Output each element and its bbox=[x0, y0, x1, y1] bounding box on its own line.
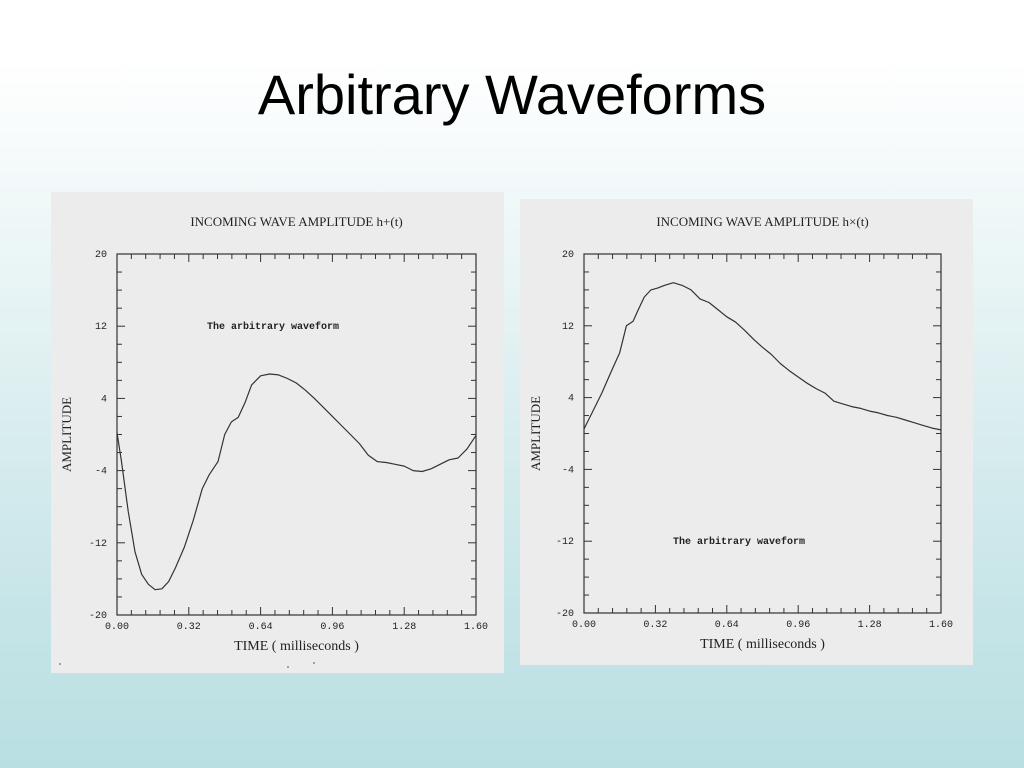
y-tick-label: 12 bbox=[562, 322, 574, 333]
slide-title: Arbitrary Waveforms bbox=[257, 63, 767, 126]
chart-annotation: The arbitrary waveform bbox=[207, 321, 339, 333]
x-tick-label: 1.60 bbox=[464, 622, 488, 633]
y-tick-label: -4 bbox=[562, 465, 574, 476]
x-axis-label: TIME ( milliseconds ) bbox=[700, 637, 825, 652]
chart-h-cross: INCOMING WAVE AMPLITUDE h×(t) 0.00 0.32 0.6… bbox=[528, 214, 953, 652]
waveform-line bbox=[583, 282, 942, 431]
y-tick-label: -20 bbox=[556, 609, 574, 620]
x-tick-label: 0.32 bbox=[177, 622, 201, 633]
waveform-line bbox=[116, 373, 477, 591]
x-tick-label: 0.96 bbox=[320, 622, 344, 633]
chart-annotation: The arbitrary waveform bbox=[673, 536, 805, 548]
x-tick-label: 0.00 bbox=[572, 620, 596, 631]
x-tick-label: 0.32 bbox=[643, 620, 667, 631]
plot-frame bbox=[583, 253, 942, 614]
y-tick-label: 4 bbox=[101, 394, 107, 405]
x-tick-label: 0.96 bbox=[786, 620, 810, 631]
scan-speck bbox=[59, 663, 61, 665]
chart-panel-h-cross: INCOMING WAVE AMPLITUDE h×(t) 0.00 0.32 0.6… bbox=[520, 199, 973, 665]
y-tick-label: 20 bbox=[95, 250, 107, 261]
y-tick-label: 20 bbox=[562, 250, 574, 261]
x-tick-label: 1.60 bbox=[929, 620, 953, 631]
x-tick-label: 1.28 bbox=[858, 620, 882, 631]
x-tick-label: 1.28 bbox=[392, 622, 416, 633]
x-tick-label: 0.00 bbox=[105, 622, 129, 633]
y-axis-label: AMPLITUDE bbox=[528, 396, 543, 471]
scan-speck bbox=[313, 662, 315, 664]
y-tick-label: -12 bbox=[89, 539, 107, 550]
plot-frame bbox=[116, 253, 477, 616]
x-axis-label: TIME ( milliseconds ) bbox=[234, 639, 359, 654]
x-tick-label: 0.64 bbox=[715, 620, 739, 631]
chart-panel-h-plus: INCOMING WAVE AMPLITUDE h+(t) 0.00 0.32 0.6… bbox=[51, 192, 504, 673]
chart-title: INCOMING WAVE AMPLITUDE h+(t) bbox=[190, 214, 402, 229]
y-tick-label: 4 bbox=[568, 394, 574, 405]
y-tick-label: -12 bbox=[556, 537, 574, 548]
y-tick-label: 12 bbox=[95, 322, 107, 333]
y-tick-label: -20 bbox=[89, 611, 107, 622]
y-axis-label: AMPLITUDE bbox=[59, 397, 74, 472]
scan-speck bbox=[287, 666, 289, 668]
y-tick-label: -4 bbox=[95, 467, 107, 478]
chart-title: INCOMING WAVE AMPLITUDE h×(t) bbox=[656, 214, 868, 229]
chart-h-plus: INCOMING WAVE AMPLITUDE h+(t) 0.00 0.32 0.6… bbox=[59, 214, 488, 654]
x-tick-label: 0.64 bbox=[249, 622, 273, 633]
